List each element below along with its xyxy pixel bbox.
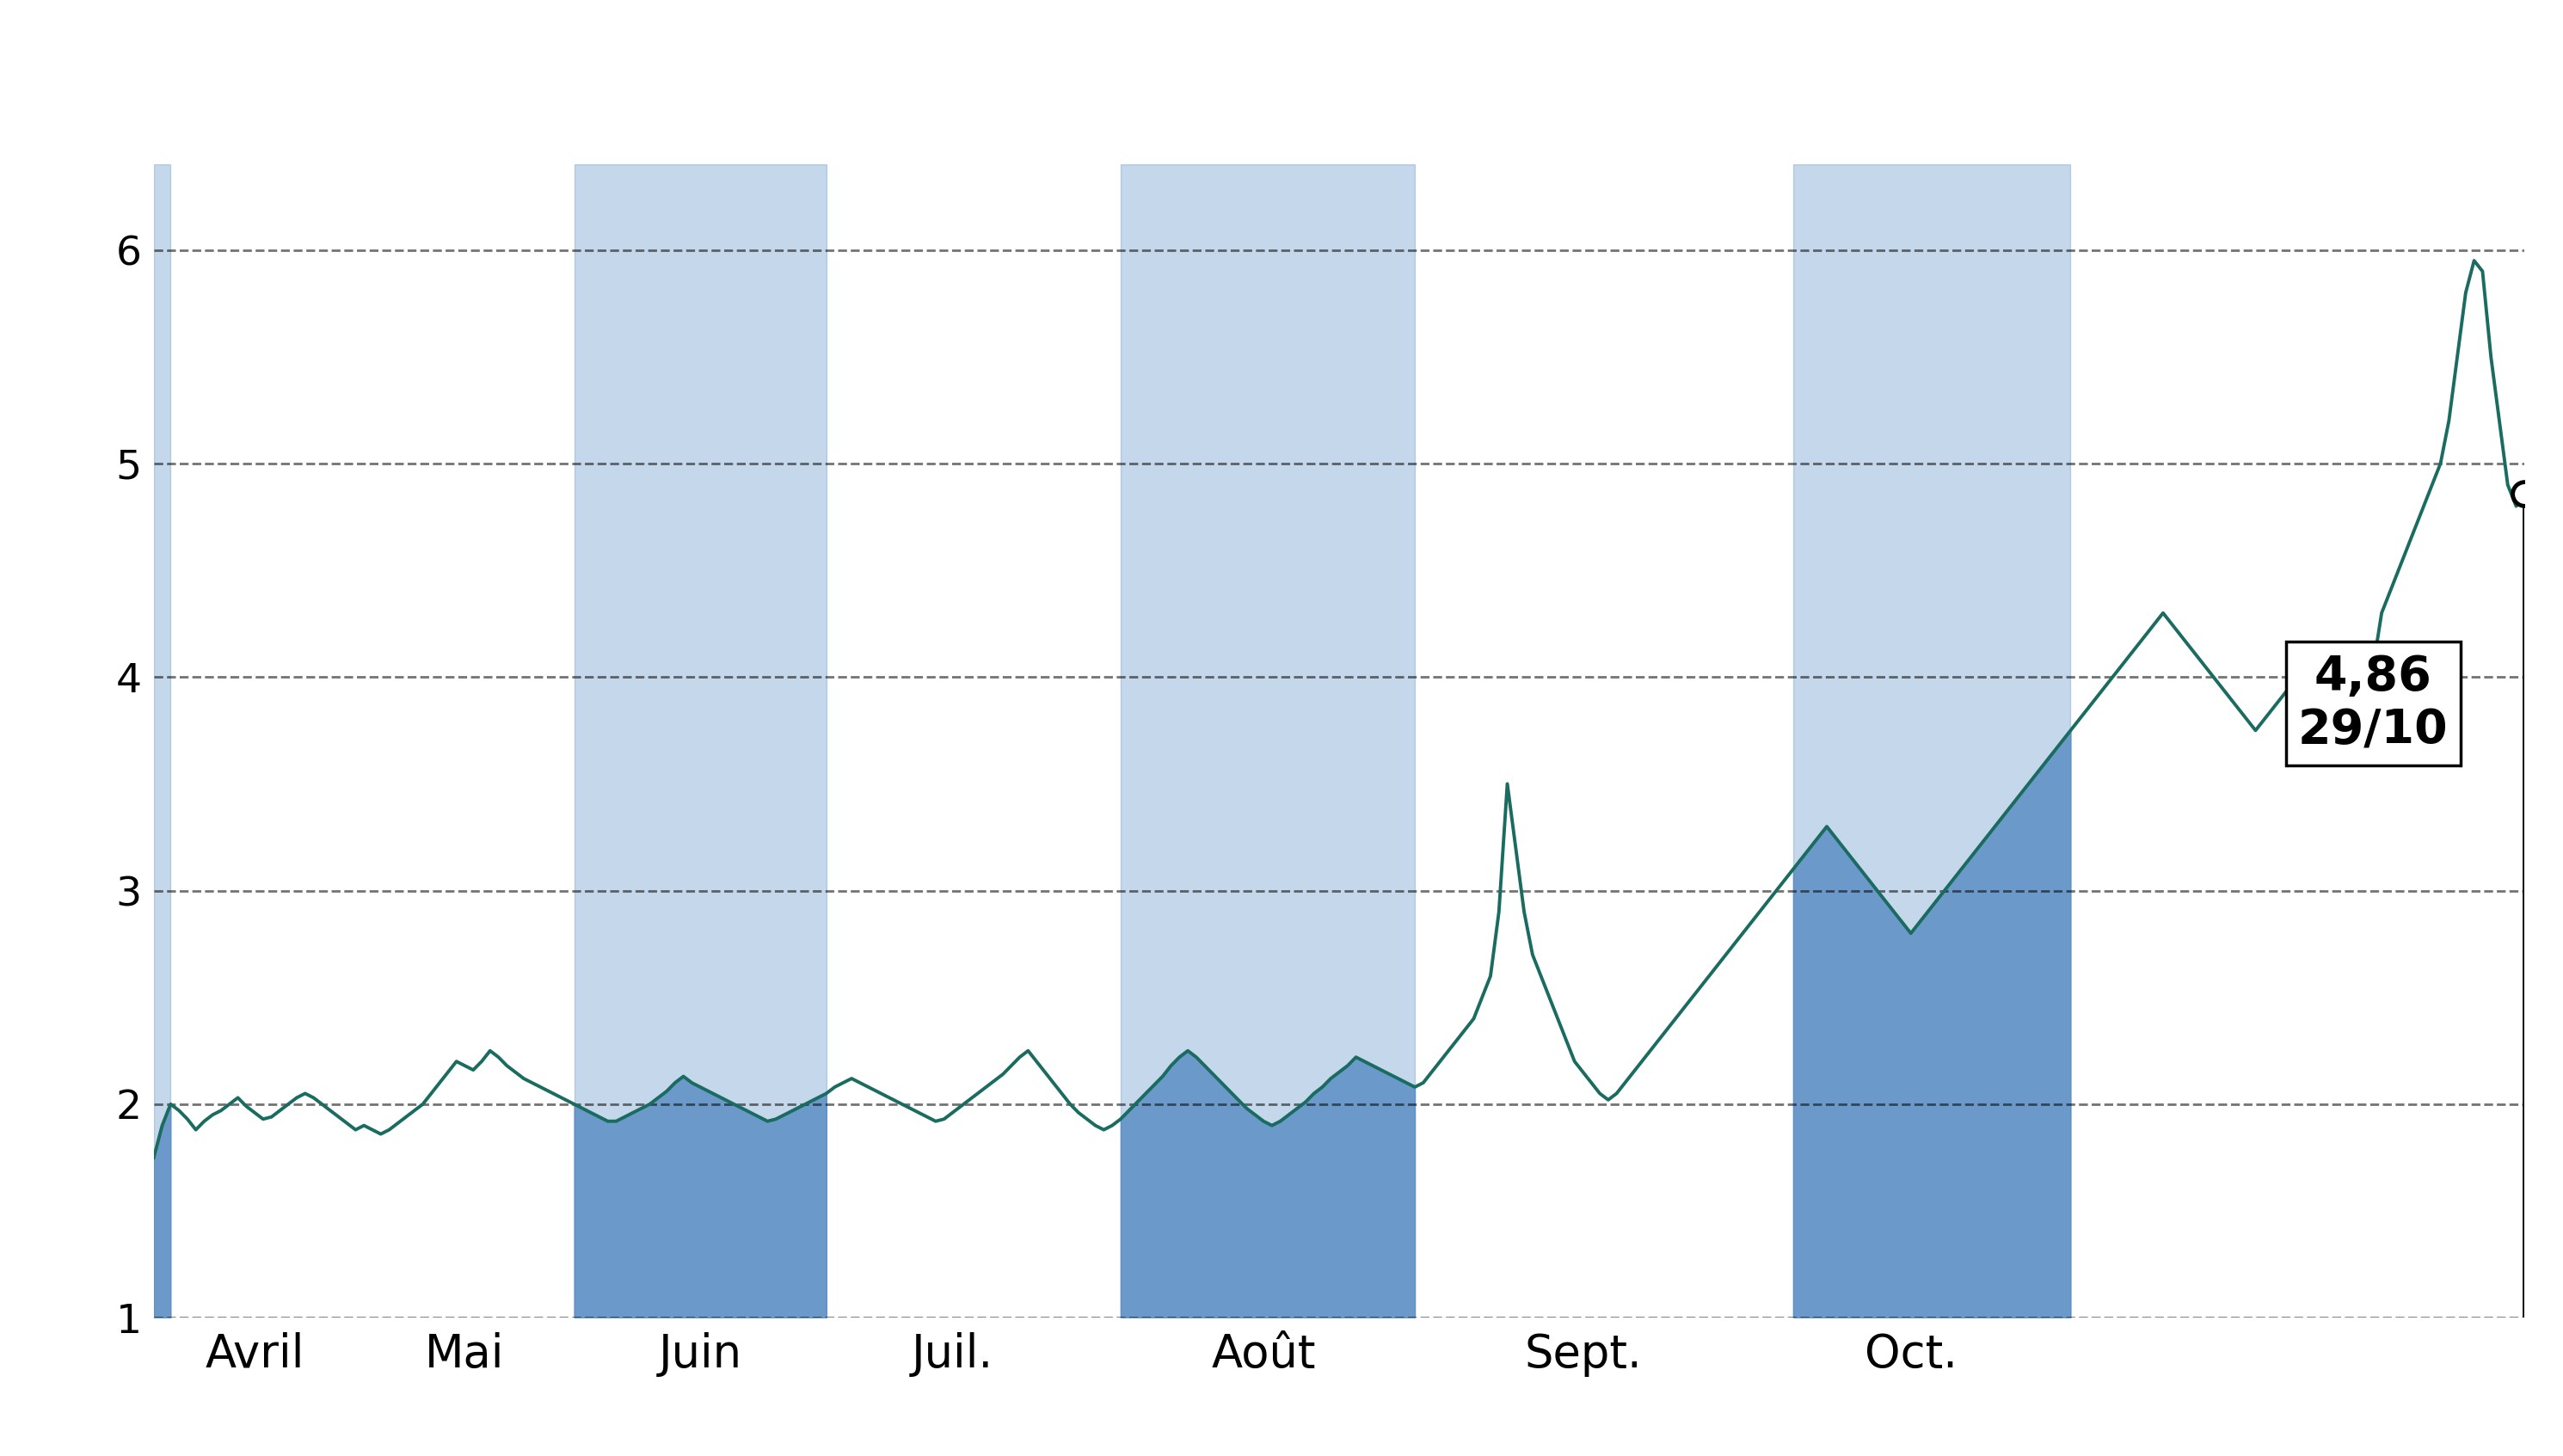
Bar bbox=[574, 165, 825, 1318]
Text: GOLD BY GOLD: GOLD BY GOLD bbox=[856, 15, 1707, 114]
Text: 4,86
29/10: 4,86 29/10 bbox=[2299, 654, 2448, 754]
Bar bbox=[1794, 165, 2071, 1318]
Bar bbox=[1120, 165, 1415, 1318]
Bar bbox=[154, 165, 172, 1318]
